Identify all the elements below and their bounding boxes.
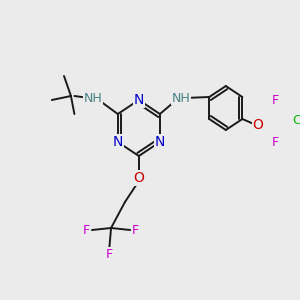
- Text: F: F: [272, 94, 279, 107]
- Text: F: F: [83, 224, 90, 236]
- Text: O: O: [134, 171, 144, 185]
- Text: O: O: [253, 118, 263, 132]
- Text: N: N: [155, 135, 165, 149]
- Text: Cl: Cl: [292, 115, 300, 128]
- Text: F: F: [106, 248, 113, 260]
- Text: N: N: [112, 135, 123, 149]
- Text: F: F: [272, 136, 279, 149]
- Text: F: F: [132, 224, 139, 236]
- Text: N: N: [134, 93, 144, 107]
- Text: NH: NH: [84, 92, 103, 104]
- Text: NH: NH: [171, 92, 190, 104]
